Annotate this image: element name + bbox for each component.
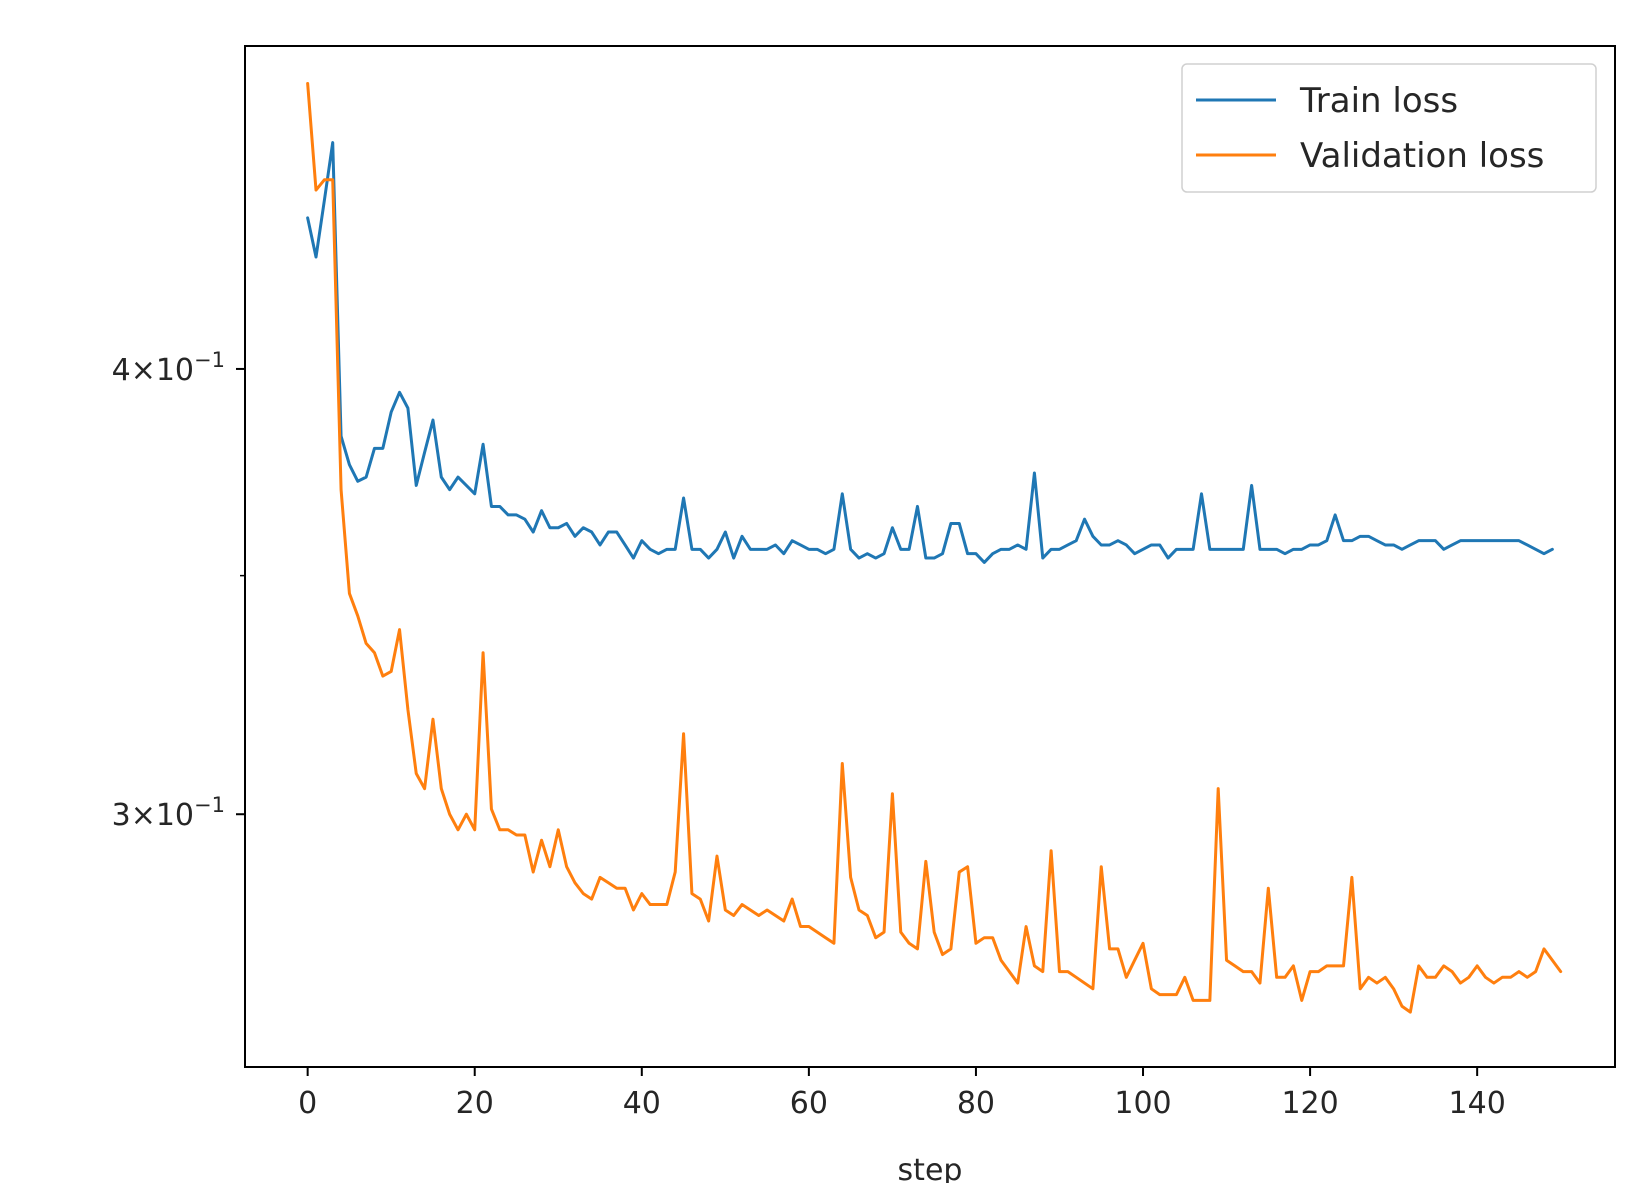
x-tick-label: 20 bbox=[456, 1086, 494, 1121]
legend-box bbox=[1181, 63, 1597, 193]
x-axis: 0 20 40 60 80 100 120 140 bbox=[298, 1067, 1506, 1121]
axes-frame bbox=[244, 45, 1616, 1068]
x-tick-label: 0 bbox=[298, 1086, 317, 1121]
x-tick-label: 60 bbox=[790, 1086, 828, 1121]
series-line-1 bbox=[306, 141, 1554, 564]
legend: Train loss Validation loss bbox=[1181, 63, 1597, 193]
series-line-2 bbox=[306, 82, 1563, 1014]
y-tick-label: 4×10−1 bbox=[112, 348, 225, 388]
y-tick-label: 3×10−1 bbox=[112, 793, 225, 833]
y-axis: 4×10−1 3×10−1 bbox=[112, 348, 245, 833]
x-tick-label: 140 bbox=[1449, 1086, 1506, 1121]
x-tick-label: 40 bbox=[623, 1086, 661, 1121]
plot-lines bbox=[306, 82, 1563, 1014]
legend-label-1: Train loss bbox=[1299, 81, 1458, 121]
x-tick-label: 120 bbox=[1281, 1086, 1338, 1121]
x-tick-label: 80 bbox=[957, 1086, 995, 1121]
legend-label-2: Validation loss bbox=[1300, 136, 1544, 176]
x-tick-label: 100 bbox=[1114, 1086, 1171, 1121]
x-axis-label: step bbox=[898, 1153, 963, 1183]
